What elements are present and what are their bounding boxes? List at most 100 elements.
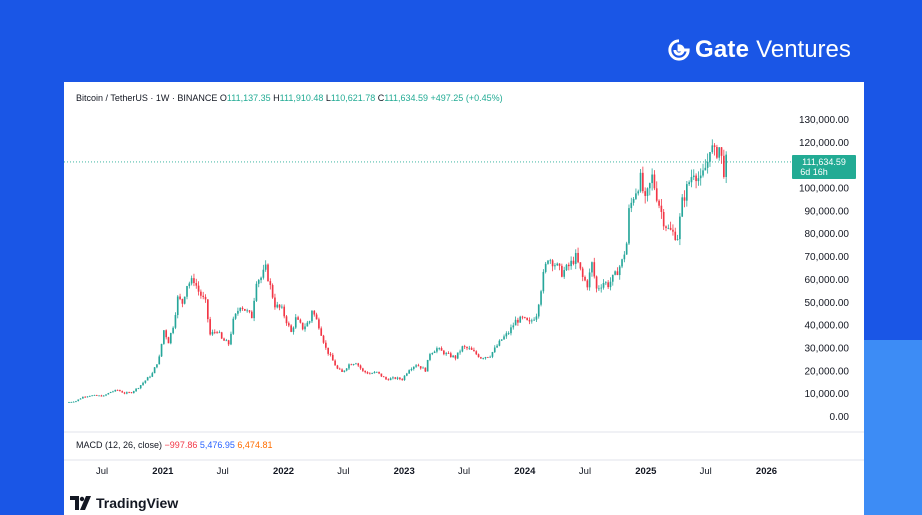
candle-body <box>255 283 258 301</box>
candle-body <box>637 191 640 194</box>
candle-body <box>241 307 244 309</box>
candle-body <box>535 316 538 320</box>
candle-body <box>112 391 114 393</box>
candle-body <box>329 353 332 355</box>
candle-body <box>480 357 482 359</box>
candle-body <box>660 205 663 212</box>
candle-body <box>378 371 380 374</box>
candle-body <box>313 310 316 315</box>
candle-body <box>468 347 471 349</box>
open-label: O <box>219 93 227 103</box>
candle-body <box>357 363 360 366</box>
candle-body <box>669 227 672 230</box>
candle-body <box>315 314 318 320</box>
candle-body <box>630 202 633 209</box>
candle-body <box>292 327 295 332</box>
candle-body <box>711 145 714 153</box>
candle-body <box>676 239 679 240</box>
candle-body <box>121 391 124 393</box>
candle-body <box>570 260 572 267</box>
candle-body <box>667 227 670 229</box>
candle-body <box>98 395 100 397</box>
candle-body <box>544 263 547 272</box>
candle-body <box>341 369 343 372</box>
candle-body <box>285 316 288 324</box>
candle-body <box>322 335 325 343</box>
candle-body <box>102 395 105 397</box>
candle-body <box>526 317 528 321</box>
candle-body <box>128 392 130 394</box>
chart-canvas[interactable]: 0.00 10,000.00 20,000.00 30,000.00 40,000.00… <box>64 82 864 515</box>
tradingview-logo-icon <box>70 496 91 510</box>
candle-body <box>422 367 424 369</box>
candle-body <box>290 325 292 332</box>
candle-body <box>493 347 496 353</box>
candle-body <box>505 333 508 337</box>
macd-label: MACD (12, 26, close) <box>76 440 163 450</box>
candle-body <box>706 161 709 168</box>
x-tick-label: 2025 <box>635 466 657 477</box>
candle-body <box>651 174 653 184</box>
candle-body <box>183 296 186 304</box>
candle-body <box>401 379 404 381</box>
candle-body <box>611 274 614 282</box>
candle-body <box>605 282 607 284</box>
candle-body <box>325 342 327 348</box>
candle-body <box>169 332 172 344</box>
low-value: 110,621.78 <box>330 93 376 103</box>
candle-body <box>598 288 600 290</box>
candle-body <box>438 348 441 349</box>
candle-body <box>274 297 276 308</box>
candle-body <box>607 282 609 288</box>
candle-body <box>403 375 406 381</box>
candle-body <box>486 357 489 358</box>
candle-body <box>371 373 373 375</box>
price-tag-box <box>792 154 856 179</box>
candle-body <box>547 260 549 264</box>
candle-body <box>343 370 346 372</box>
candle-body <box>646 188 649 196</box>
candle-body <box>156 364 158 368</box>
candle-body <box>299 319 302 323</box>
candle-body <box>260 277 262 281</box>
candle-series <box>68 139 727 403</box>
chart-panel: 0.00 10,000.00 20,000.00 30,000.00 40,000.00… <box>64 82 864 515</box>
candle-body <box>512 325 515 328</box>
candle-body <box>563 270 566 277</box>
candle-body <box>278 304 281 308</box>
candle-body <box>567 264 570 267</box>
candle-body <box>593 262 596 277</box>
candle-body <box>581 268 584 277</box>
candle-body <box>484 357 487 359</box>
y-tick-label: 50,000.00 <box>805 298 850 309</box>
brand-suffix: Ventures <box>756 36 851 63</box>
candle-body <box>723 155 725 177</box>
candle-body <box>230 333 232 345</box>
candle-body <box>144 380 147 383</box>
candle-body <box>200 291 202 296</box>
candle-body <box>688 182 690 185</box>
candle-body <box>554 265 556 267</box>
close-label: C <box>377 93 385 103</box>
candle-body <box>107 393 110 395</box>
candle-body <box>642 172 644 192</box>
candle-body <box>244 308 246 311</box>
y-tick-label: 0.00 <box>830 412 850 423</box>
candle-body <box>517 319 519 323</box>
candle-body <box>225 340 228 342</box>
x-tick-label: 2023 <box>394 466 415 477</box>
candle-body <box>211 331 214 335</box>
candle-body <box>193 278 195 284</box>
y-tick-label: 30,000.00 <box>805 343 850 354</box>
candle-body <box>618 266 621 276</box>
open-value: 111,137.35 <box>226 93 271 103</box>
change-value: +497.25 (+0.45%) <box>430 93 503 103</box>
candle-body <box>88 395 91 397</box>
candle-body <box>447 353 450 354</box>
candle-body <box>301 322 304 330</box>
candle-body <box>482 358 485 360</box>
candle-body <box>385 377 387 380</box>
candle-body <box>632 198 635 203</box>
candle-body <box>338 368 341 370</box>
candle-body <box>188 283 191 287</box>
